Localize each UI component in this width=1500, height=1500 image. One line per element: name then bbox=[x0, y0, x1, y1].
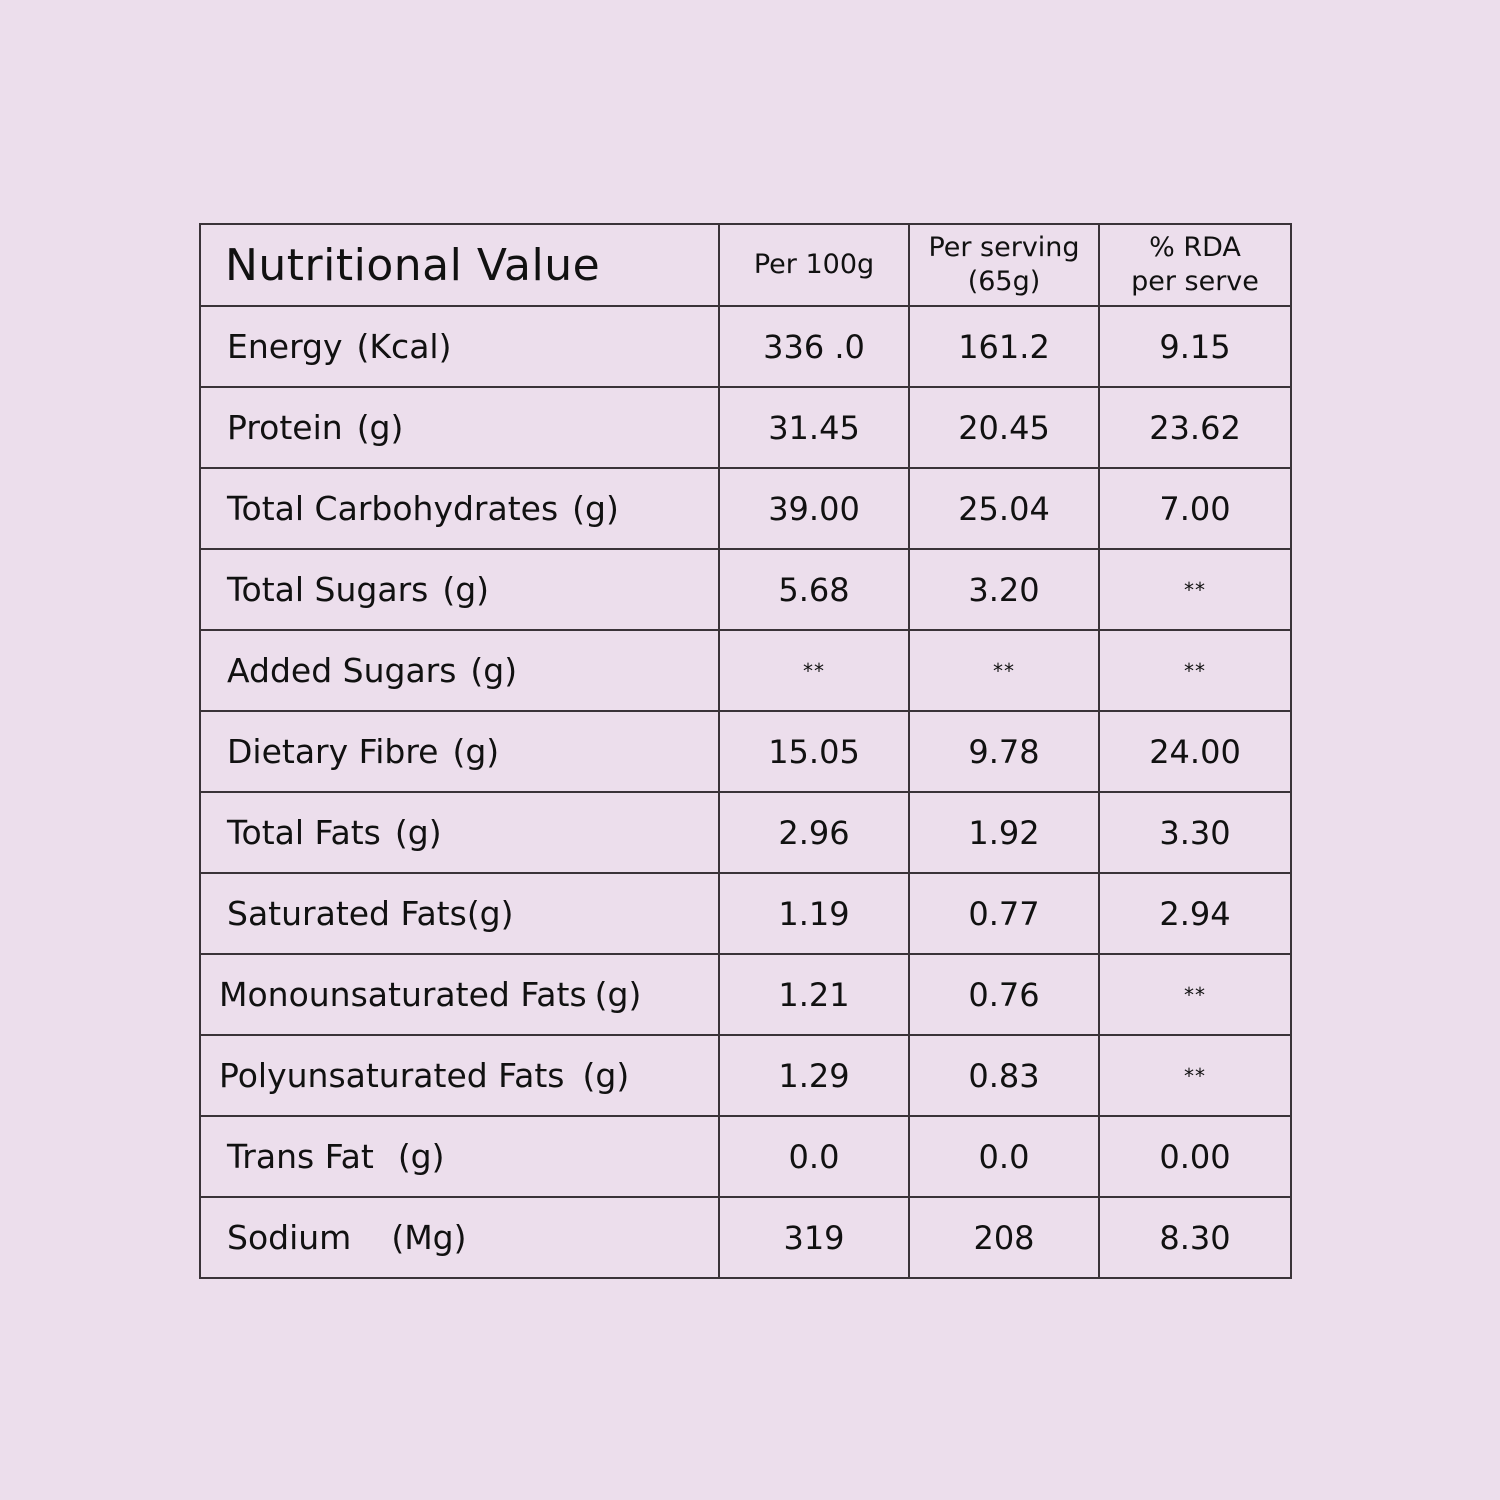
nutrient-name: Trans Fat bbox=[227, 1137, 374, 1176]
nutrient-name: Saturated Fats bbox=[227, 894, 467, 933]
rda-value: ** bbox=[1098, 548, 1292, 631]
nutrient-unit: (g) bbox=[594, 975, 642, 1014]
header-per-serving-label: Per serving bbox=[928, 232, 1080, 263]
nutrient-unit: (g) bbox=[452, 732, 500, 771]
per-100g-value: 15.05 bbox=[718, 710, 910, 793]
rda-value: 8.30 bbox=[1098, 1196, 1292, 1279]
rda-value: 3.30 bbox=[1098, 791, 1292, 874]
table-row: Saturated Fats(g) 1.19 0.77 2.94 bbox=[199, 872, 1292, 955]
per-serving-value: 0.77 bbox=[908, 872, 1100, 955]
per-serving-value: 208 bbox=[908, 1196, 1100, 1279]
per-serving-value: 9.78 bbox=[908, 710, 1100, 793]
nutrient-unit: (g) bbox=[582, 1056, 630, 1095]
per-serving-value: 25.04 bbox=[908, 467, 1100, 550]
nutrient-label: Dietary Fibre (g) bbox=[199, 710, 720, 793]
table-row: Monounsaturated Fats (g) 1.21 0.76 ** bbox=[199, 953, 1292, 1036]
table-row: Dietary Fibre (g) 15.05 9.78 24.00 bbox=[199, 710, 1292, 793]
nutrient-label: Total Sugars (g) bbox=[199, 548, 720, 631]
table-row: Sodium (Mg) 319 208 8.30 bbox=[199, 1196, 1292, 1279]
rda-value: 24.00 bbox=[1098, 710, 1292, 793]
per-100g-value: ** bbox=[718, 629, 910, 712]
rda-value: ** bbox=[1098, 953, 1292, 1036]
nutrient-label: Total Fats (g) bbox=[199, 791, 720, 874]
nutrient-label: Sodium (Mg) bbox=[199, 1196, 720, 1279]
nutrient-unit: (g) bbox=[466, 894, 514, 933]
table-row: Polyunsaturated Fats (g) 1.29 0.83 ** bbox=[199, 1034, 1292, 1117]
table-title: Nutritional Value bbox=[199, 223, 720, 307]
table-row: Trans Fat (g) 0.0 0.0 0.00 bbox=[199, 1115, 1292, 1198]
per-100g-value: 31.45 bbox=[718, 386, 910, 469]
nutrient-name: Energy bbox=[227, 327, 343, 366]
rda-value: 0.00 bbox=[1098, 1115, 1292, 1198]
nutrient-name: Total Sugars bbox=[227, 570, 429, 609]
per-100g-value: 1.19 bbox=[718, 872, 910, 955]
nutrient-name: Total Carbohydrates bbox=[227, 489, 559, 528]
per-100g-value: 39.00 bbox=[718, 467, 910, 550]
header-rda: % RDA per serve bbox=[1098, 223, 1292, 307]
nutrient-unit: (g) bbox=[397, 1137, 445, 1176]
table-row: Total Sugars (g) 5.68 3.20 ** bbox=[199, 548, 1292, 631]
nutrient-unit: (g) bbox=[442, 570, 490, 609]
per-100g-value: 5.68 bbox=[718, 548, 910, 631]
nutrient-name: Polyunsaturated Fats bbox=[219, 1056, 565, 1095]
nutrient-label: Added Sugars (g) bbox=[199, 629, 720, 712]
nutrient-unit: (g) bbox=[356, 408, 404, 447]
per-100g-value: 1.21 bbox=[718, 953, 910, 1036]
rda-value: 9.15 bbox=[1098, 305, 1292, 388]
nutrient-name: Sodium bbox=[227, 1218, 352, 1257]
nutrient-label: Energy (Kcal) bbox=[199, 305, 720, 388]
per-serving-value: 0.76 bbox=[908, 953, 1100, 1036]
nutrient-unit: (g) bbox=[394, 813, 442, 852]
table-row: Total Fats (g) 2.96 1.92 3.30 bbox=[199, 791, 1292, 874]
per-serving-value: 1.92 bbox=[908, 791, 1100, 874]
rda-value: ** bbox=[1098, 1034, 1292, 1117]
header-rda-sub: per serve bbox=[1131, 266, 1259, 297]
per-serving-value: 0.83 bbox=[908, 1034, 1100, 1117]
nutrient-unit: (Kcal) bbox=[356, 327, 452, 366]
per-100g-value: 1.29 bbox=[718, 1034, 910, 1117]
rda-value: 23.62 bbox=[1098, 386, 1292, 469]
per-100g-value: 336 .0 bbox=[718, 305, 910, 388]
nutrient-label: Monounsaturated Fats (g) bbox=[199, 953, 720, 1036]
nutrient-label: Trans Fat (g) bbox=[199, 1115, 720, 1198]
table-header-row: Nutritional Value Per 100g Per serving (… bbox=[199, 223, 1292, 307]
header-per-serving-size: (65g) bbox=[967, 266, 1041, 297]
nutrient-unit: (Mg) bbox=[391, 1218, 467, 1257]
nutrient-label: Protein (g) bbox=[199, 386, 720, 469]
nutrient-label: Saturated Fats(g) bbox=[199, 872, 720, 955]
nutrient-label: Polyunsaturated Fats (g) bbox=[199, 1034, 720, 1117]
nutrient-label: Total Carbohydrates (g) bbox=[199, 467, 720, 550]
nutrient-name: Protein bbox=[227, 408, 343, 447]
nutrient-name: Total Fats bbox=[227, 813, 381, 852]
nutrient-unit: (g) bbox=[470, 651, 518, 690]
table-row: Added Sugars (g) ** ** ** bbox=[199, 629, 1292, 712]
nutrient-name: Monounsaturated Fats bbox=[219, 975, 587, 1014]
nutrition-table: Nutritional Value Per 100g Per serving (… bbox=[199, 223, 1292, 1279]
per-serving-value: 161.2 bbox=[908, 305, 1100, 388]
table-row: Protein (g) 31.45 20.45 23.62 bbox=[199, 386, 1292, 469]
nutrient-name: Added Sugars bbox=[227, 651, 457, 690]
per-serving-value: 3.20 bbox=[908, 548, 1100, 631]
per-100g-value: 319 bbox=[718, 1196, 910, 1279]
table-body: Energy (Kcal) 336 .0 161.2 9.15 Protein (g… bbox=[199, 305, 1292, 1279]
header-per-serving: Per serving (65g) bbox=[908, 223, 1100, 307]
nutrient-name: Dietary Fibre bbox=[227, 732, 439, 771]
nutrient-unit: (g) bbox=[572, 489, 619, 528]
rda-value: 7.00 bbox=[1098, 467, 1292, 550]
rda-value: ** bbox=[1098, 629, 1292, 712]
per-serving-value: 0.0 bbox=[908, 1115, 1100, 1198]
table-row: Energy (Kcal) 336 .0 161.2 9.15 bbox=[199, 305, 1292, 388]
per-serving-value: 20.45 bbox=[908, 386, 1100, 469]
header-per-100g: Per 100g bbox=[718, 223, 910, 307]
per-100g-value: 0.0 bbox=[718, 1115, 910, 1198]
rda-value: 2.94 bbox=[1098, 872, 1292, 955]
per-100g-value: 2.96 bbox=[718, 791, 910, 874]
per-serving-value: ** bbox=[908, 629, 1100, 712]
header-per-100g-label: Per 100g bbox=[753, 249, 875, 280]
header-rda-label: % RDA bbox=[1149, 232, 1241, 263]
table-row: Total Carbohydrates (g) 39.00 25.04 7.00 bbox=[199, 467, 1292, 550]
